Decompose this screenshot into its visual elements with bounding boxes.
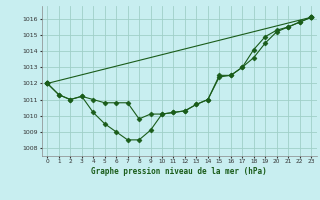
X-axis label: Graphe pression niveau de la mer (hPa): Graphe pression niveau de la mer (hPa) [91, 167, 267, 176]
